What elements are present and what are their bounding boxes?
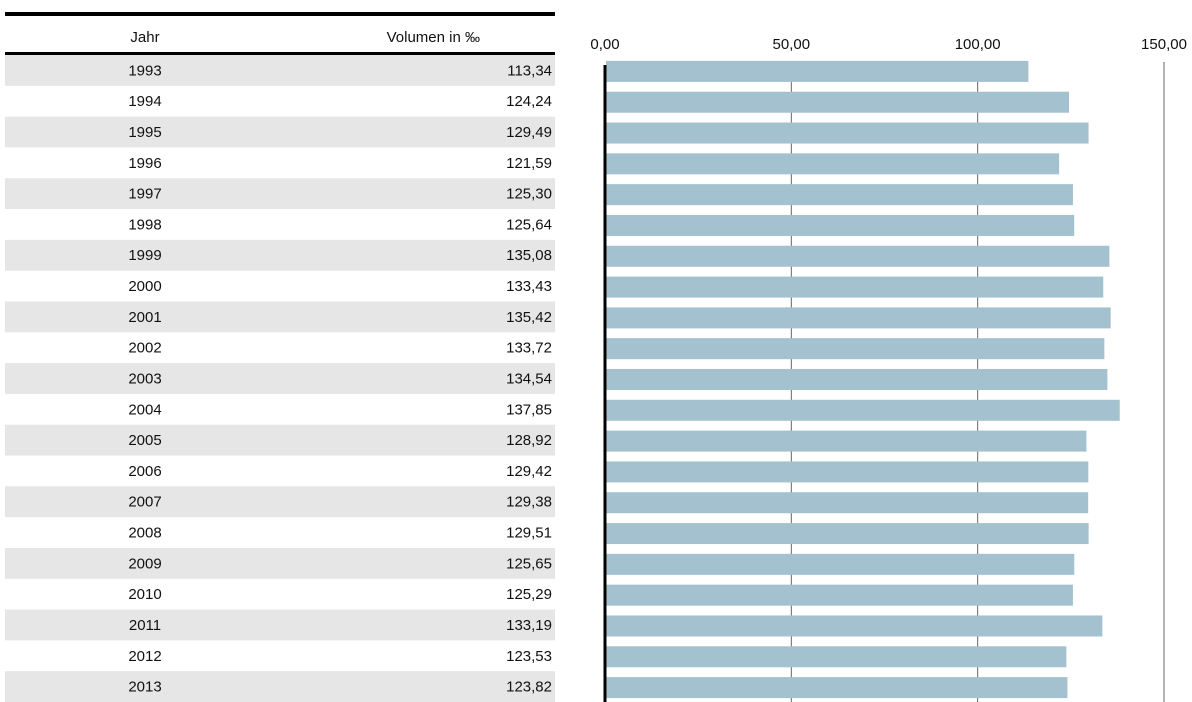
bar <box>606 60 1029 82</box>
row-background <box>5 178 555 210</box>
value-cell: 129,38 <box>506 494 552 511</box>
row-background <box>5 363 555 394</box>
value-cell: 129,51 <box>506 525 552 542</box>
bar <box>606 276 1104 298</box>
year-cell: 2012 <box>128 648 161 665</box>
bar <box>606 646 1067 668</box>
value-cell: 121,59 <box>506 155 552 172</box>
year-cell: 1999 <box>128 247 161 264</box>
row-background <box>5 424 555 456</box>
row-background <box>5 486 555 518</box>
value-cell: 128,92 <box>506 432 552 449</box>
year-cell: 2003 <box>128 370 161 387</box>
row-background <box>5 116 555 148</box>
year-cell: 2010 <box>128 586 161 603</box>
value-cell: 129,49 <box>506 124 552 141</box>
value-cell: 137,85 <box>506 401 552 418</box>
bar <box>606 615 1103 637</box>
bar <box>606 245 1110 267</box>
bar <box>606 214 1075 236</box>
year-cell: 1998 <box>128 216 161 233</box>
row-background <box>5 609 555 641</box>
bar <box>606 122 1089 144</box>
header-volume: Volumen in ‰ <box>387 29 480 46</box>
year-cell: 2013 <box>128 679 161 696</box>
table-header-rule <box>5 52 555 55</box>
value-cell: 123,82 <box>506 679 552 696</box>
value-cell: 125,30 <box>506 186 552 203</box>
x-tick-label: 100,00 <box>955 36 1001 53</box>
bar <box>606 369 1108 390</box>
bar <box>606 584 1073 606</box>
bar <box>606 184 1073 206</box>
row-background <box>5 301 555 333</box>
value-cell: 133,19 <box>506 617 552 634</box>
bar <box>606 91 1070 113</box>
value-cell: 125,29 <box>506 586 552 603</box>
table-top-rule <box>5 12 555 16</box>
value-cell: 135,42 <box>506 309 552 326</box>
year-cell: 2004 <box>128 401 161 418</box>
x-tick-label: 50,00 <box>773 36 811 53</box>
year-cell: 2001 <box>128 309 161 326</box>
x-tick-label: 0,00 <box>590 36 619 53</box>
year-cell: 2002 <box>128 340 161 357</box>
row-background <box>5 547 555 579</box>
year-cell: 1995 <box>128 124 161 141</box>
bar <box>606 461 1089 483</box>
bar <box>606 307 1111 329</box>
year-cell: 2009 <box>128 555 161 572</box>
year-cell: 1996 <box>128 155 161 172</box>
value-cell: 124,24 <box>506 93 552 110</box>
year-cell: 2008 <box>128 525 161 542</box>
value-cell: 129,42 <box>506 463 552 480</box>
row-background <box>5 55 555 86</box>
year-cell: 1997 <box>128 186 161 203</box>
year-cell: 1993 <box>128 62 161 79</box>
year-cell: 2006 <box>128 463 161 480</box>
value-cell: 135,08 <box>506 247 552 264</box>
header-year: Jahr <box>130 29 159 46</box>
value-cell: 113,34 <box>507 62 552 79</box>
bar <box>606 338 1105 360</box>
bar <box>606 430 1087 452</box>
year-cell: 2000 <box>128 278 161 295</box>
value-cell: 125,64 <box>506 216 552 233</box>
value-cell: 125,65 <box>506 555 552 572</box>
bar <box>606 399 1120 421</box>
row-background <box>5 671 555 702</box>
value-cell: 134,54 <box>506 370 552 387</box>
year-cell: 2007 <box>128 494 161 511</box>
bar <box>606 553 1075 575</box>
x-tick-label: 150,00 <box>1141 36 1187 53</box>
value-cell: 133,43 <box>506 278 552 295</box>
bar <box>606 677 1068 699</box>
bar <box>606 492 1089 514</box>
year-cell: 2005 <box>128 432 161 449</box>
value-cell: 133,72 <box>506 340 552 357</box>
year-cell: 1994 <box>128 93 161 110</box>
value-cell: 123,53 <box>506 648 552 665</box>
row-background <box>5 239 555 271</box>
bar <box>606 153 1060 175</box>
bar <box>606 523 1089 545</box>
year-cell: 2011 <box>129 617 161 634</box>
